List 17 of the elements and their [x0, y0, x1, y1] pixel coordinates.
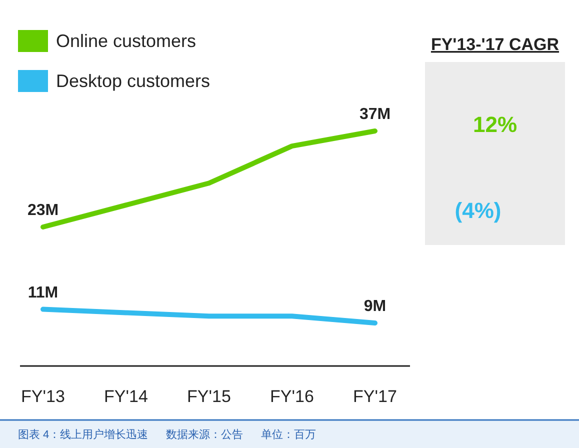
x-tick-label: FY'16 — [270, 387, 314, 406]
data-label: 23M — [27, 202, 59, 219]
data-label: 11M — [28, 284, 58, 302]
data-label: 9M — [364, 298, 386, 315]
text: 单位：百万 — [261, 428, 316, 441]
x-tick-label: FY'13 — [21, 387, 65, 406]
text: (4%) — [454, 198, 502, 223]
x-tick-label: FY'15 — [187, 387, 231, 406]
text: 12% — [472, 112, 518, 137]
text: FY'13-'17 CAGR — [430, 35, 560, 54]
source-note: 数据来源：公告 — [166, 428, 244, 441]
x-tick-label: FY'14 — [104, 387, 148, 406]
data-label: 37M — [359, 106, 391, 123]
legend-label: Online customers — [56, 31, 196, 51]
x-tick-label: FY'17 — [353, 387, 397, 406]
legend-label: Desktop customers — [56, 71, 210, 91]
text: 图表 4：线上用户增长迅速 — [18, 428, 148, 441]
